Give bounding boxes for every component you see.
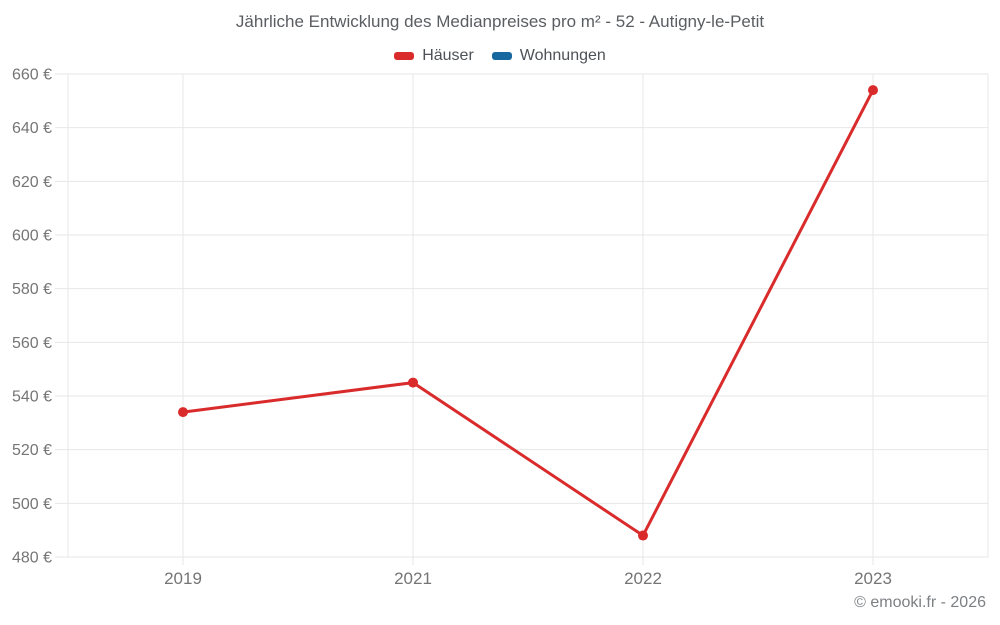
chart-title: Jährliche Entwicklung des Medianpreises … [235, 12, 765, 31]
legend-label: Wohnungen [519, 47, 606, 64]
y-axis-tick-label: 580 € [12, 281, 52, 298]
legend-item-wohnungen[interactable]: Wohnungen [491, 47, 606, 65]
data-point-häuser-2023[interactable] [868, 85, 878, 96]
legend-swatch-icon [491, 52, 512, 60]
y-axis-tick-label: 560 € [12, 335, 52, 352]
y-axis-tick-label: 520 € [12, 442, 52, 459]
x-axis-tick-label: 2021 [394, 569, 432, 588]
data-point-häuser-2021[interactable] [408, 377, 418, 388]
y-axis-tick-label: 480 € [12, 550, 52, 567]
legend-swatch-icon [394, 52, 415, 60]
x-axis-tick-label: 2019 [164, 569, 202, 588]
y-axis-tick-label: 640 € [12, 120, 52, 137]
chart-legend: Häuser Wohnungen [0, 45, 1000, 67]
x-axis-tick-label: 2023 [854, 569, 892, 588]
y-axis-tick-label: 660 € [12, 67, 52, 84]
copyright-text: © emooki.fr - 2026 [854, 594, 986, 611]
series-line-häuser [181, 88, 875, 538]
data-point-häuser-2019[interactable] [178, 407, 188, 418]
x-axis-tick-label: 2022 [624, 569, 662, 588]
y-axis-tick-label: 500 € [12, 496, 52, 513]
legend-item-häuser[interactable]: Häuser [394, 47, 474, 65]
y-axis-tick-label: 540 € [12, 389, 52, 406]
legend-label: Häuser [422, 47, 474, 64]
data-point-häuser-2022[interactable] [638, 530, 648, 541]
y-axis-tick-label: 600 € [12, 228, 52, 245]
y-axis-tick-label: 620 € [12, 174, 52, 191]
